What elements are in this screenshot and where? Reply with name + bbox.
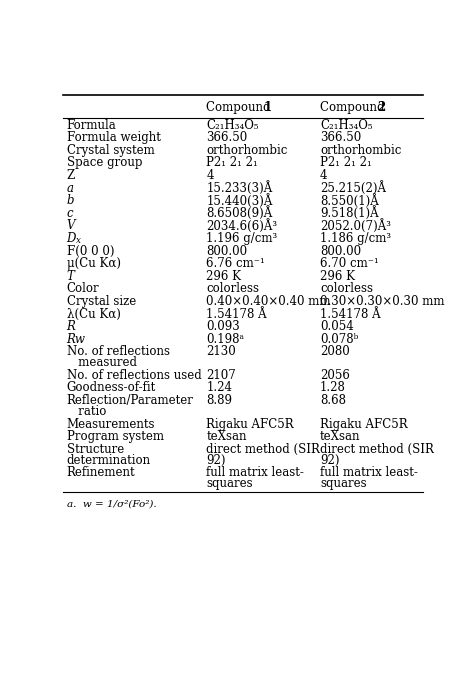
- Text: 25.215(2)Å: 25.215(2)Å: [320, 181, 386, 195]
- Text: 1.28: 1.28: [320, 381, 346, 394]
- Text: 4: 4: [320, 169, 328, 182]
- Text: 1.54178 Å: 1.54178 Å: [320, 308, 381, 321]
- Text: 2056: 2056: [320, 369, 350, 382]
- Text: 2080: 2080: [320, 345, 350, 358]
- Text: Goodness-of-fit: Goodness-of-fit: [66, 381, 156, 394]
- Text: 9.518(1)Å: 9.518(1)Å: [320, 206, 379, 220]
- Text: teXsan: teXsan: [320, 430, 361, 443]
- Text: 2: 2: [377, 101, 385, 114]
- Text: μ(Cu Kα): μ(Cu Kα): [66, 257, 120, 270]
- Text: 6.76 cm⁻¹: 6.76 cm⁻¹: [206, 257, 265, 270]
- Text: 0.078ᵇ: 0.078ᵇ: [320, 333, 358, 346]
- Text: R: R: [66, 320, 75, 333]
- Text: Reflection/Parameter: Reflection/Parameter: [66, 394, 193, 407]
- Text: 1: 1: [263, 101, 271, 114]
- Text: Formula: Formula: [66, 118, 116, 131]
- Text: 296 K: 296 K: [320, 270, 355, 283]
- Text: λ(Cu Kα): λ(Cu Kα): [66, 308, 120, 321]
- Text: Formula weight: Formula weight: [66, 131, 161, 144]
- Text: 92): 92): [206, 454, 226, 466]
- Text: 6.70 cm⁻¹: 6.70 cm⁻¹: [320, 257, 379, 270]
- Text: 296 K: 296 K: [206, 270, 241, 283]
- Text: 8.6508(9)Å: 8.6508(9)Å: [206, 206, 273, 220]
- Text: 15.440(3)Å: 15.440(3)Å: [206, 194, 273, 208]
- Text: C₂₁H₃₄O₅: C₂₁H₃₄O₅: [320, 118, 373, 131]
- Text: C₂₁H₃₄O₅: C₂₁H₃₄O₅: [206, 118, 259, 131]
- Text: 2107: 2107: [206, 369, 236, 382]
- Text: a: a: [66, 182, 73, 195]
- Text: 4: 4: [206, 169, 214, 182]
- Text: 0.40×0.40×0.40 mm: 0.40×0.40×0.40 mm: [206, 295, 331, 308]
- Text: 15.233(3)Å: 15.233(3)Å: [206, 181, 273, 195]
- Text: colorless: colorless: [320, 283, 373, 296]
- Text: 1.54178 Å: 1.54178 Å: [206, 308, 267, 321]
- Text: Crystal system: Crystal system: [66, 144, 155, 157]
- Text: Color: Color: [66, 283, 99, 296]
- Text: P2₁ 2₁ 2₁: P2₁ 2₁ 2₁: [320, 157, 372, 170]
- Text: Rigaku AFC5R: Rigaku AFC5R: [320, 417, 408, 430]
- Text: c: c: [66, 207, 73, 220]
- Text: 1.196 g/cm³: 1.196 g/cm³: [206, 232, 277, 245]
- Text: 800.00: 800.00: [206, 244, 247, 257]
- Text: Crystal size: Crystal size: [66, 295, 136, 308]
- Text: 0.30×0.30×0.30 mm: 0.30×0.30×0.30 mm: [320, 295, 445, 308]
- Text: teXsan: teXsan: [206, 430, 246, 443]
- Text: Measurements: Measurements: [66, 417, 155, 430]
- Text: 8.68: 8.68: [320, 394, 346, 407]
- Text: Program system: Program system: [66, 430, 164, 443]
- Text: Rigaku AFC5R: Rigaku AFC5R: [206, 417, 294, 430]
- Text: full matrix least-: full matrix least-: [320, 466, 418, 479]
- Text: No. of reflections: No. of reflections: [66, 345, 170, 358]
- Text: 366.50: 366.50: [320, 131, 361, 144]
- Text: V: V: [66, 219, 75, 232]
- Text: full matrix least-: full matrix least-: [206, 466, 304, 479]
- Text: 8.89: 8.89: [206, 394, 232, 407]
- Text: direct method (SIR: direct method (SIR: [206, 443, 320, 456]
- Text: 1.186 g/cm³: 1.186 g/cm³: [320, 232, 391, 245]
- Text: 2130: 2130: [206, 345, 236, 358]
- Text: ratio: ratio: [66, 405, 106, 418]
- Text: F(0 0 0): F(0 0 0): [66, 244, 114, 257]
- Text: b: b: [66, 194, 74, 207]
- Text: Refinement: Refinement: [66, 466, 135, 479]
- Text: Compound: Compound: [206, 101, 274, 114]
- Text: measured: measured: [66, 356, 137, 369]
- Text: 366.50: 366.50: [206, 131, 247, 144]
- Text: squares: squares: [320, 477, 367, 490]
- Text: 0.093: 0.093: [206, 320, 240, 333]
- Text: 2034.6(6)Å³: 2034.6(6)Å³: [206, 219, 277, 233]
- Text: orthorhombic: orthorhombic: [320, 144, 401, 157]
- Text: squares: squares: [206, 477, 253, 490]
- Text: 0.054: 0.054: [320, 320, 354, 333]
- Text: No. of reflections used: No. of reflections used: [66, 369, 201, 382]
- Text: direct method (SIR: direct method (SIR: [320, 443, 434, 456]
- Text: 0.198ᵃ: 0.198ᵃ: [206, 333, 244, 346]
- Text: determination: determination: [66, 454, 151, 466]
- Text: D: D: [66, 232, 76, 245]
- Text: colorless: colorless: [206, 283, 259, 296]
- Text: Z: Z: [66, 169, 75, 182]
- Text: P2₁ 2₁ 2₁: P2₁ 2₁ 2₁: [206, 157, 258, 170]
- Text: a.  w = 1/σ²(Fo²).: a. w = 1/σ²(Fo²).: [66, 499, 156, 508]
- Text: 2052.0(7)Å³: 2052.0(7)Å³: [320, 219, 391, 233]
- Text: T: T: [66, 270, 74, 283]
- Text: Rw: Rw: [66, 333, 85, 346]
- Text: 8.550(1)Å: 8.550(1)Å: [320, 194, 379, 208]
- Text: 1.24: 1.24: [206, 381, 232, 394]
- Text: Space group: Space group: [66, 157, 142, 170]
- Text: x: x: [76, 236, 81, 245]
- Text: 800.00: 800.00: [320, 244, 361, 257]
- Text: orthorhombic: orthorhombic: [206, 144, 288, 157]
- Text: Compound: Compound: [320, 101, 388, 114]
- Text: Structure: Structure: [66, 443, 124, 456]
- Text: 92): 92): [320, 454, 339, 466]
